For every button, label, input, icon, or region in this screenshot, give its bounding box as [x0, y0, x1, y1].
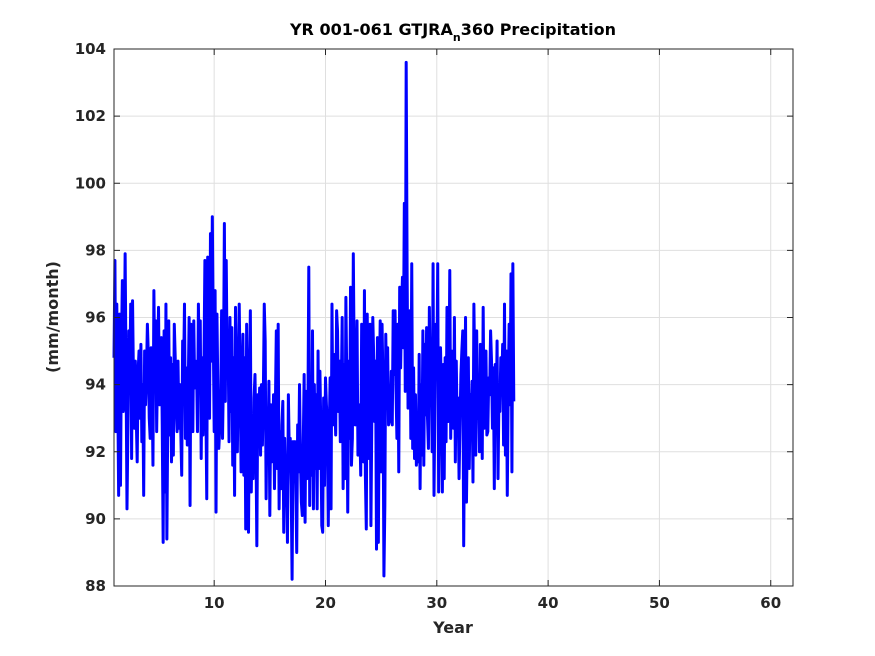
y-tick-label: 96	[85, 309, 106, 327]
x-tick-label: 60	[760, 594, 781, 612]
series-layer	[112, 60, 516, 581]
y-tick-label: 88	[85, 577, 106, 595]
y-tick-label: 102	[75, 107, 106, 125]
chart-title: YR 001-061 GTJRAn360 Precipitation	[289, 20, 616, 44]
title-rest: 360 Precipitation	[461, 20, 616, 39]
x-tick-label: 30	[426, 594, 447, 612]
x-tick-label: 40	[538, 594, 559, 612]
y-tick-label: 100	[75, 174, 106, 192]
y-tick-label: 94	[85, 376, 106, 394]
y-tick-label: 90	[85, 510, 106, 528]
x-tick-label: 20	[315, 594, 336, 612]
x-tick-label: 50	[649, 594, 670, 612]
x-tick-label: 10	[204, 594, 225, 612]
tick-layer: 10 20 30 40 50 60 88 90 92 94 96 98 100 102 104	[75, 40, 793, 612]
y-tick-label: 104	[75, 40, 106, 58]
y-axis-label: (mm/month)	[43, 261, 62, 373]
y-tick-label: 92	[85, 443, 106, 461]
x-axis-label: Year	[432, 618, 473, 637]
y-tick-label: 98	[85, 241, 106, 259]
series-line	[112, 60, 516, 581]
title-main: YR 001-061 GTJRA	[289, 20, 454, 39]
title-subscript: n	[453, 31, 461, 44]
